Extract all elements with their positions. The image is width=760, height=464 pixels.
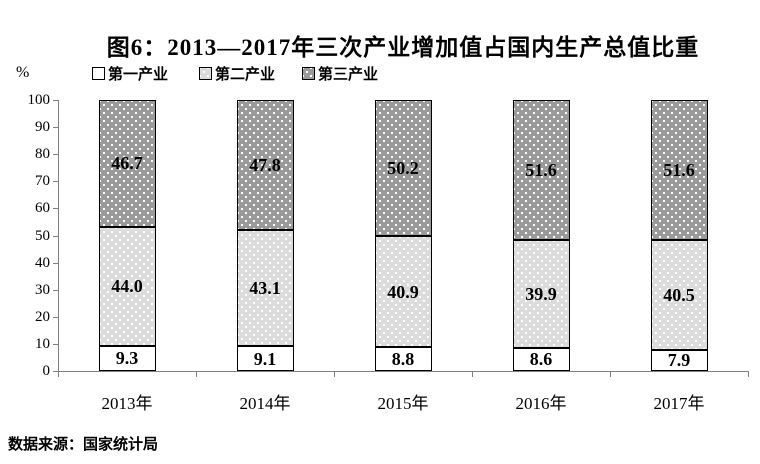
bar-segment-第二产业: 44.0 bbox=[98, 226, 156, 346]
y-tick bbox=[53, 208, 58, 210]
bar-segment-value-label: 50.2 bbox=[387, 158, 419, 179]
legend-swatch-tertiary-icon bbox=[302, 66, 315, 80]
x-category-label: 2013年 bbox=[101, 394, 153, 413]
legend-label-tertiary: 第三产业 bbox=[318, 65, 379, 83]
bar-segment-第一产业: 8.6 bbox=[512, 347, 570, 371]
bar-segment-value-label: 40.5 bbox=[663, 284, 695, 305]
bar-segment-value-label: 9.3 bbox=[115, 348, 139, 369]
bar-segment-第二产业: 40.9 bbox=[374, 236, 432, 348]
stacked-bar: 46.7 44.0 9.3 bbox=[98, 100, 156, 371]
y-tick bbox=[53, 262, 58, 264]
x-category-label: 2014年 bbox=[239, 394, 291, 413]
x-tick bbox=[334, 371, 335, 377]
x-tick bbox=[748, 371, 749, 377]
chart-title: 图6：2013—2017年三次产业增加值占国内生产总值比重 bbox=[106, 35, 700, 60]
y-tick-label: 90 bbox=[35, 119, 50, 136]
legend-swatch-primary-icon bbox=[92, 66, 105, 80]
stacked-bar: 50.2 40.9 8.8 bbox=[374, 100, 432, 371]
bar-segment-第一产业: 7.9 bbox=[650, 349, 708, 371]
x-category-label: 2015年 bbox=[377, 394, 429, 413]
bar-segment-value-label: 47.8 bbox=[249, 154, 281, 175]
bar-segment-第二产业: 40.5 bbox=[650, 239, 708, 350]
bar-segment-value-label: 40.9 bbox=[387, 281, 419, 302]
bar-segment-value-label: 51.6 bbox=[663, 159, 695, 180]
legend-swatch-secondary-icon bbox=[199, 66, 212, 80]
x-category-label: 2017年 bbox=[653, 394, 705, 413]
legend-item-tertiary-industry: 第三产业 bbox=[302, 65, 379, 83]
y-tick-label: 70 bbox=[35, 173, 50, 190]
y-tick bbox=[53, 100, 58, 101]
stacked-bar: 51.6 40.5 7.9 bbox=[650, 100, 708, 371]
y-axis-unit-label: % bbox=[16, 64, 30, 81]
y-tick-label: 0 bbox=[42, 363, 51, 379]
bar-segment-value-label: 7.9 bbox=[667, 350, 691, 371]
bar-segment-第三产业: 46.7 bbox=[98, 100, 156, 227]
y-tick-label: 60 bbox=[35, 200, 50, 217]
y-tick bbox=[53, 154, 58, 156]
legend-item-secondary-industry: 第二产业 bbox=[199, 65, 276, 83]
legend-label-secondary: 第二产业 bbox=[215, 65, 276, 83]
x-tick bbox=[472, 371, 473, 377]
bar-segment-value-label: 51.6 bbox=[525, 159, 557, 180]
legend-label-primary: 第一产业 bbox=[108, 65, 169, 83]
y-tick-label: 20 bbox=[35, 308, 50, 325]
bar-segment-第三产业: 51.6 bbox=[650, 100, 708, 240]
bar-segment-value-label: 39.9 bbox=[525, 283, 557, 304]
y-tick bbox=[53, 371, 58, 372]
y-tick bbox=[53, 127, 58, 129]
stacked-bar: 47.8 43.1 9.1 bbox=[236, 100, 294, 371]
y-tick bbox=[53, 316, 58, 318]
y-tick-label: 10 bbox=[35, 335, 50, 352]
bar-segment-第一产业: 9.1 bbox=[236, 346, 294, 371]
x-tick bbox=[610, 371, 611, 377]
y-tick bbox=[53, 181, 58, 183]
x-category-label: 2016年 bbox=[515, 394, 567, 413]
bar-segment-第一产业: 8.8 bbox=[374, 347, 432, 371]
x-tick bbox=[196, 371, 197, 377]
bar-segment-第三产业: 51.6 bbox=[512, 99, 570, 240]
y-tick-label: 100 bbox=[27, 92, 51, 108]
legend-item-primary-industry: 第一产业 bbox=[92, 65, 169, 83]
y-tick bbox=[53, 289, 58, 291]
data-source-note: 数据来源：国家统计局 bbox=[8, 436, 159, 453]
bar-segment-value-label: 8.8 bbox=[391, 349, 415, 370]
stacked-bar: 51.6 39.9 8.6 bbox=[512, 99, 570, 371]
y-tick-label: 30 bbox=[35, 281, 50, 298]
bar-segment-第二产业: 43.1 bbox=[236, 229, 294, 347]
y-tick bbox=[53, 343, 58, 345]
bar-segment-value-label: 8.6 bbox=[529, 349, 553, 370]
y-tick-label: 40 bbox=[35, 254, 50, 271]
bar-segment-value-label: 9.1 bbox=[253, 348, 277, 369]
y-tick-label: 50 bbox=[35, 227, 50, 244]
bar-segment-value-label: 43.1 bbox=[249, 277, 281, 298]
y-axis-line bbox=[58, 100, 59, 372]
x-tick bbox=[58, 371, 59, 377]
bar-segment-第三产业: 47.8 bbox=[236, 100, 294, 230]
bar-segment-value-label: 46.7 bbox=[111, 153, 143, 174]
bar-segment-value-label: 44.0 bbox=[111, 276, 143, 297]
bar-segment-第一产业: 9.3 bbox=[98, 345, 156, 371]
y-tick bbox=[53, 235, 58, 237]
bar-segment-第二产业: 39.9 bbox=[512, 239, 570, 348]
x-axis-line bbox=[58, 371, 748, 372]
y-tick-label: 80 bbox=[35, 146, 50, 163]
bar-segment-第三产业: 50.2 bbox=[374, 100, 432, 237]
